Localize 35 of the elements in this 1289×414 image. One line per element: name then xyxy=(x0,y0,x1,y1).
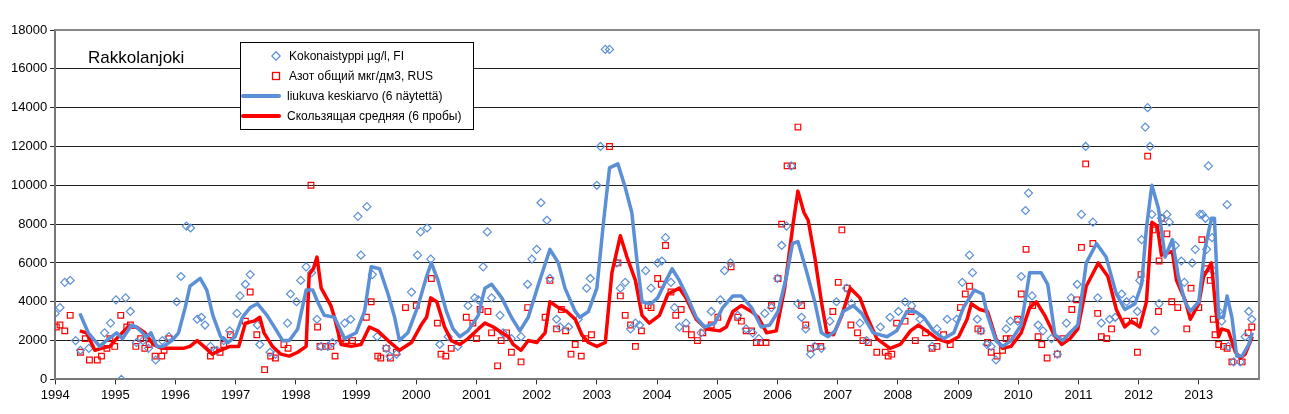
x-tick-label: 2010 xyxy=(1003,386,1033,402)
text: Rakkolanjoki xyxy=(88,48,185,68)
x-tick-label: 1994 xyxy=(40,386,70,402)
x-tick-label: 1996 xyxy=(161,386,190,402)
x-tick-label: 2009 xyxy=(943,386,973,402)
x-tick-label: 2013 xyxy=(1184,386,1214,402)
y-tick-label: 18000 xyxy=(10,21,48,37)
x-tick-label: 2001 xyxy=(462,386,491,402)
y-tick-label: 14000 xyxy=(10,99,48,115)
y-tick-label: 4000 xyxy=(18,293,48,309)
x-tick-label: 1998 xyxy=(281,386,311,402)
x-tick-label: 1995 xyxy=(100,386,130,402)
x-tick-label: 1999 xyxy=(341,386,371,402)
x-tick-label: 2002 xyxy=(522,386,552,402)
x-tick-label: 2007 xyxy=(823,386,853,402)
legend-label: Азот общий мкг/дм3, RUS xyxy=(289,69,433,83)
legend-label: liukuva keskiarvo (6 näytettä) xyxy=(287,89,443,103)
y-tick-label: 0 xyxy=(39,370,48,386)
y-tick-label: 2000 xyxy=(18,332,48,348)
x-tick-label: 2004 xyxy=(642,386,672,402)
x-tick-label: 2008 xyxy=(883,386,913,402)
y-tick-label: 16000 xyxy=(10,60,48,76)
y-tick-label: 10000 xyxy=(10,176,48,192)
x-tick-label: 2011 xyxy=(1064,386,1093,402)
y-tick-label: 12000 xyxy=(10,138,48,154)
y-tick-label: 6000 xyxy=(18,254,48,270)
x-tick-label: 2012 xyxy=(1124,386,1154,402)
x-tick-label: 2006 xyxy=(763,386,792,402)
legend-label: Скользящая средняя (6 пробы) xyxy=(287,109,462,123)
legend-label: Kokonaistyppi µg/l, FI xyxy=(289,49,404,63)
x-tick-label: 2003 xyxy=(582,386,612,402)
x-tick-label: 2005 xyxy=(702,386,732,402)
y-tick-label: 8000 xyxy=(18,215,48,231)
x-tick-label: 2000 xyxy=(401,386,431,402)
x-tick-label: 1997 xyxy=(221,386,251,402)
